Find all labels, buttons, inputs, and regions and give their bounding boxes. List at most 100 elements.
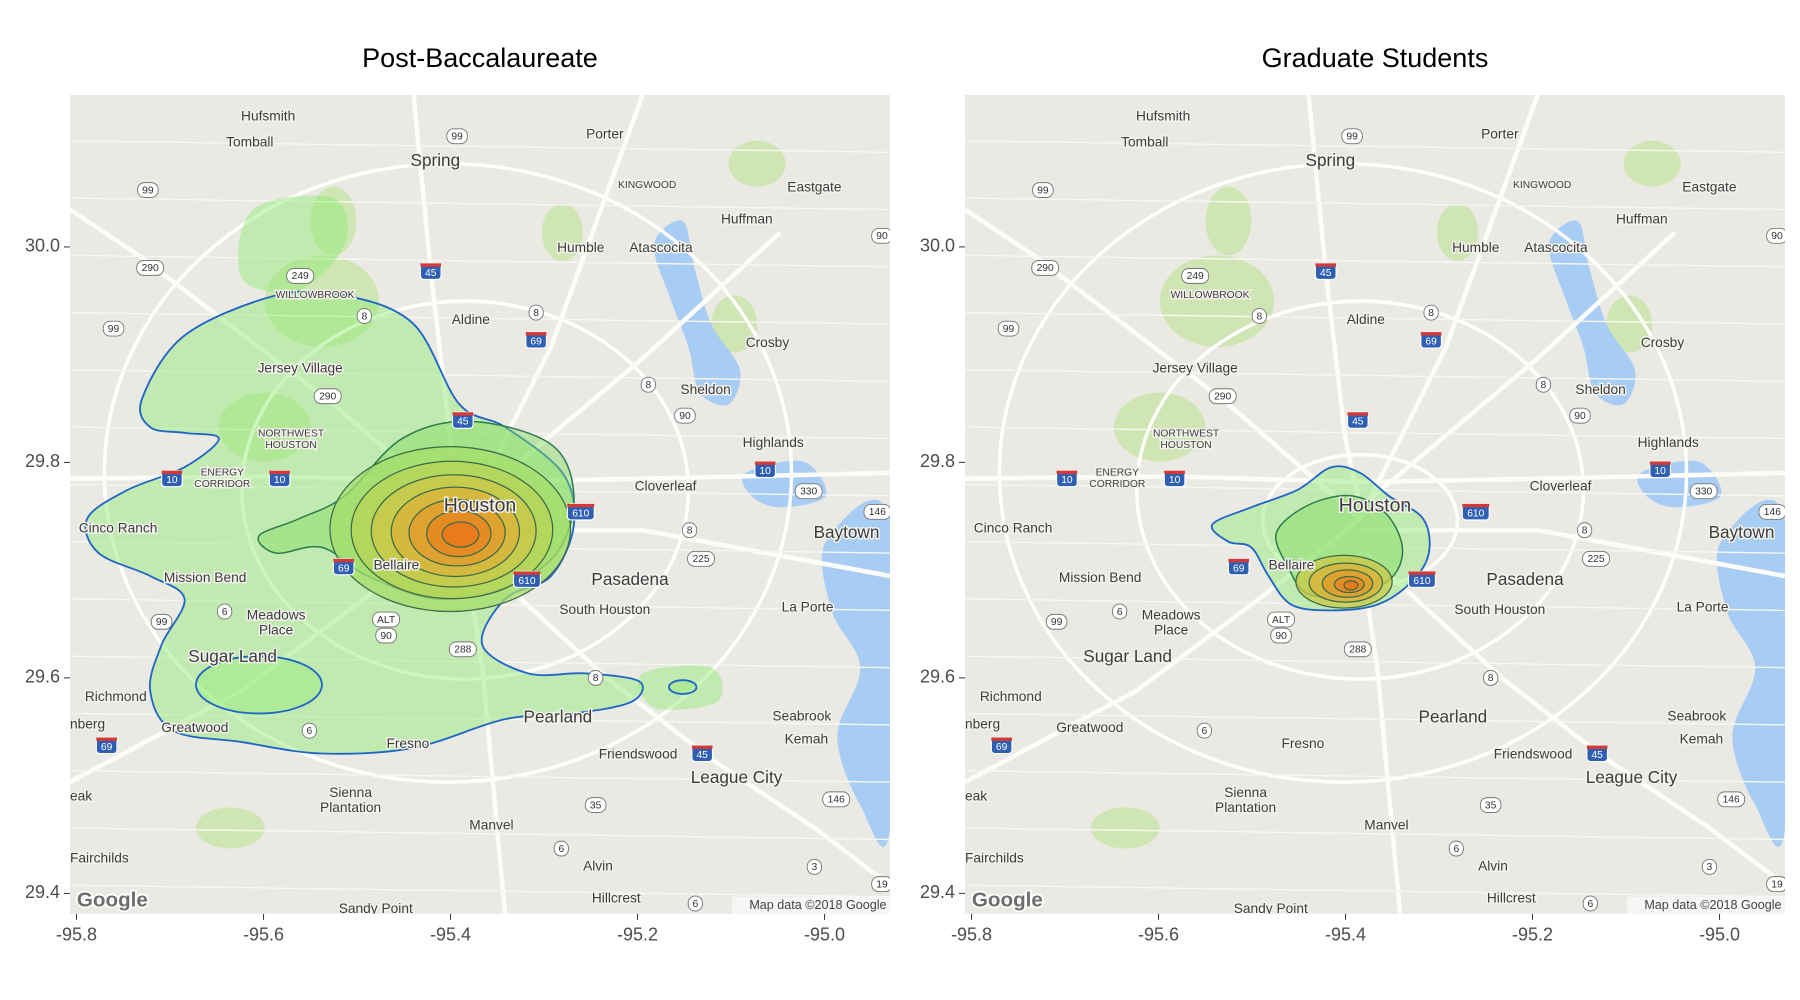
street [70,884,890,898]
place-label: Porter [586,127,624,142]
highway-shield [1031,260,1060,276]
shield-label: 610 [572,508,589,519]
place-label: Hillcrest [592,891,641,906]
interstate-band [754,461,776,465]
highway-shield [997,320,1020,337]
street [70,655,890,669]
highway-shield [1208,388,1237,405]
shield-label: 99 [108,324,120,335]
shield-label: 225 [692,554,709,565]
x-tick-label: -95.0 [804,925,845,945]
shield-label: 3 [1707,862,1713,873]
place-label: Richmond [980,689,1042,704]
street [70,712,890,726]
highway-shield [871,876,890,892]
park [218,392,311,462]
shield-label: 8 [687,525,693,536]
google-logo: Google [77,889,148,912]
shield-label: 8 [645,380,651,391]
street [965,426,1785,440]
interstate-shield [512,570,541,589]
street [965,369,1785,382]
place-label: Cinco Ranch [79,521,158,536]
interstate-band [96,737,117,741]
shield-label: 45 [457,417,469,428]
shield-label: 6 [222,607,228,618]
place-label: Alvin [1478,859,1508,874]
shield-label: 69 [338,563,350,574]
park [195,807,265,849]
shield-label: 10 [759,466,771,477]
place-label: Huffman [1616,211,1668,226]
highway-shield [1448,840,1464,857]
highway-shield [448,641,477,658]
place-label: Bellaire [373,557,419,572]
highway-shield [1045,613,1068,630]
interstate-band [1164,470,1185,475]
highway-shield [1341,128,1363,145]
place-label: Sheldon [1575,382,1625,397]
place-label: Houston [444,494,516,516]
shield-label: 290 [1037,263,1054,274]
highway-shield [446,128,468,145]
road-ring [240,299,691,681]
street [965,197,1785,211]
place-label: KINGWOOD [1513,180,1571,191]
road [1360,527,1785,579]
place-label: Spring [411,150,461,170]
shield-label: 6 [692,899,698,910]
shield-label: 10 [1061,475,1073,486]
highway-shield [553,840,569,857]
place-label: Sheldon [680,382,730,397]
place-label: NORTHWEST [1153,429,1220,440]
road [965,207,1362,521]
highway-shield [687,550,715,567]
shield-label: 6 [1201,726,1207,737]
place-label: Sandy Point [1234,901,1308,916]
road-ring [1135,299,1586,681]
density-contour [1343,580,1359,591]
place-label: South Houston [559,602,650,617]
place-label: eak [70,789,92,804]
place-label: Hillcrest [1487,891,1536,906]
place-label: Pasadena [1486,569,1564,589]
panel-title: Graduate Students [1262,43,1489,73]
x-tick-label: -95.6 [1138,925,1179,945]
x-tick-label: -95.8 [56,925,97,945]
shield-label: 6 [558,844,564,855]
highway-shield [1270,627,1292,644]
shield-label: 610 [1467,508,1484,519]
place-label: Atascocita [629,240,693,255]
place-label: Cloverleaf [1530,478,1592,493]
attribution: Map data ©2018 Google [1644,898,1781,912]
place-label: Spring [1306,150,1356,170]
street [70,197,890,211]
park [1205,186,1252,256]
shield-label: 69 [101,742,113,753]
place-label: Plantation [1215,800,1276,815]
shield-label: 610 [518,576,535,587]
google-logo: Google [972,889,1043,912]
highway-shield [301,722,317,739]
density-contour [195,655,323,715]
highway-shield [137,182,159,198]
shield-label: 19 [1771,879,1783,890]
density-fill [638,665,723,710]
interstate-band [1228,558,1250,563]
interstate-band [513,571,541,575]
park [541,203,584,262]
place-label: Hufsmith [1136,108,1190,123]
street [70,140,890,153]
place-label: Atascocita [1524,240,1588,255]
shield-label: 99 [1346,132,1358,143]
place-label: Jersey Village [258,360,344,375]
highway-shield [863,503,890,520]
shield-label: 99 [1003,324,1015,335]
highway-shield [1582,895,1598,912]
highway-shield [372,611,401,628]
shield-label: 10 [1169,475,1181,486]
highway-shield [150,613,173,630]
density-contour [668,679,698,695]
highway-shield [1267,611,1296,628]
shield-label: 19 [876,879,888,890]
